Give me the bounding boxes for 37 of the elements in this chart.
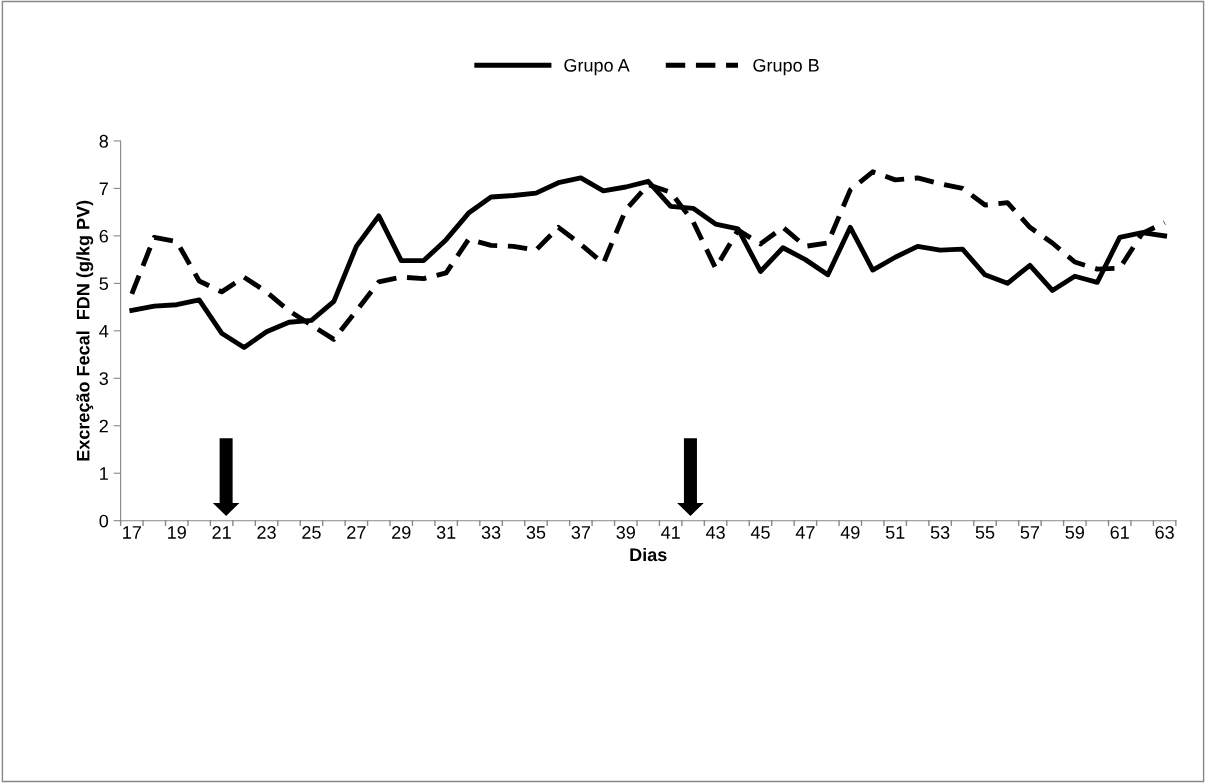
x-tick-label: 63: [1155, 526, 1174, 539]
y-tick-label: 1: [100, 467, 108, 480]
x-tick-label: 37: [571, 526, 590, 539]
x-tick-label: 21: [212, 526, 231, 539]
x-tick-label: 53: [930, 526, 950, 539]
y-tick-label: 7: [99, 182, 108, 195]
x-tick-label: 35: [526, 526, 546, 539]
x-tick-label: 31: [436, 526, 456, 539]
x-tick-label: 39: [616, 526, 635, 539]
x-tick-label: 61: [1110, 526, 1129, 539]
x-tick-label: 27: [347, 526, 366, 539]
x-tick-label: 29: [392, 526, 411, 539]
y-tick-label: 6: [99, 229, 108, 243]
x-tick-label: 49: [840, 526, 860, 539]
y-axis-title: Excreção Fecal FDN (g/kg PV): [76, 200, 94, 461]
x-axis-title: Dias: [630, 547, 667, 562]
y-tick-label: 5: [99, 277, 109, 291]
x-tick-label: 47: [795, 526, 815, 539]
legend-label: Grupo B: [753, 58, 819, 76]
x-tick-label: 25: [302, 526, 321, 539]
y-tick-label: 8: [99, 134, 109, 148]
y-tick-label: 3: [99, 372, 108, 386]
x-tick-label: 59: [1065, 526, 1084, 539]
y-tick-label: 2: [99, 419, 108, 433]
x-tick-label: 19: [168, 526, 186, 539]
y-tick-label: 4: [99, 324, 109, 338]
x-tick-label: 43: [705, 526, 725, 539]
x-tick-label: 17: [123, 526, 141, 539]
legend-label: Grupo A: [564, 58, 630, 76]
x-tick-label: 51: [885, 526, 905, 539]
x-tick-label: 45: [750, 526, 770, 539]
y-tick-label: 0: [99, 514, 109, 528]
x-tick-label: 23: [257, 526, 276, 539]
x-tick-label: 33: [481, 526, 501, 539]
x-tick-label: 57: [1020, 526, 1040, 539]
x-tick-label: 41: [661, 526, 680, 539]
x-tick-label: 55: [975, 526, 995, 539]
